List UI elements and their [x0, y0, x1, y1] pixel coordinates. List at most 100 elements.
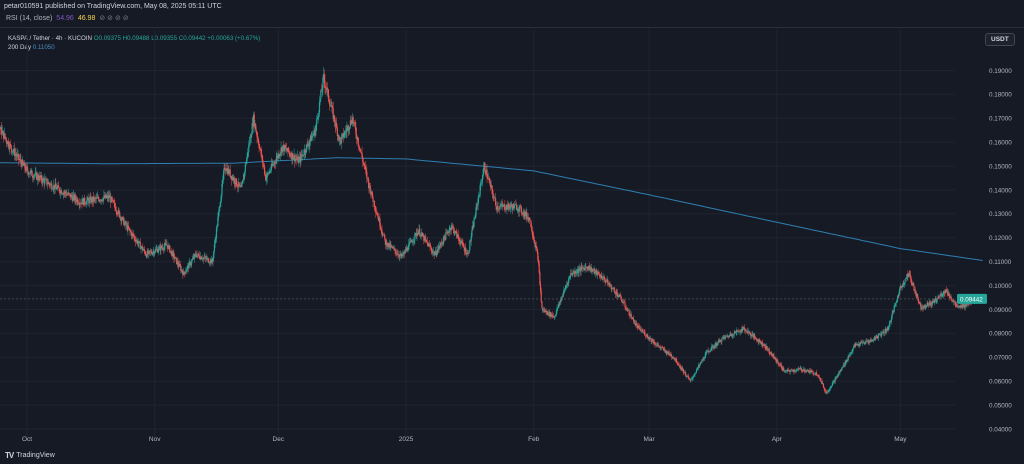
candle-body	[104, 194, 106, 198]
candle-body	[815, 372, 818, 376]
candle-body	[268, 171, 270, 174]
candle-body	[620, 298, 623, 302]
candle-body	[400, 253, 402, 257]
candle-body	[780, 365, 783, 369]
candle-body	[555, 314, 557, 316]
candle-body	[55, 187, 58, 190]
ma-label[interactable]: 200 Day	[8, 44, 32, 51]
candle-body	[933, 301, 935, 303]
candle-body	[705, 351, 707, 354]
candle-body	[289, 153, 291, 156]
candle-body	[811, 370, 813, 372]
symbol-name[interactable]: KASPA / Tether · 4h · KUCOIN	[8, 35, 93, 42]
candle-body	[75, 199, 78, 202]
candle-body	[103, 195, 106, 198]
candle-body	[353, 122, 356, 123]
candle-body	[919, 303, 921, 305]
y-tick-label: 0.06000	[989, 379, 1012, 386]
candle-body	[862, 342, 864, 344]
candle-body	[701, 359, 703, 363]
candle-body	[853, 346, 855, 347]
candle-body	[662, 347, 664, 349]
candle-body	[211, 258, 213, 264]
candle-body	[788, 369, 790, 372]
candle-body	[489, 181, 492, 187]
candle-body	[296, 158, 298, 160]
candle-body	[850, 352, 853, 353]
x-tick-label: Dec	[273, 436, 285, 443]
candle-body	[49, 183, 51, 186]
candle-body	[234, 182, 236, 185]
candle-body	[686, 376, 688, 378]
candle-body	[99, 200, 101, 202]
candle-body	[312, 134, 314, 136]
candle-body	[344, 131, 346, 136]
candle-body	[601, 278, 603, 280]
candle-body	[215, 238, 217, 241]
candle-body	[921, 307, 923, 309]
candle-body	[583, 268, 586, 271]
candle-body	[406, 247, 408, 251]
candle-body	[363, 162, 365, 166]
currency-badge[interactable]: USDT	[985, 33, 1015, 46]
candle-body	[218, 206, 220, 212]
candle-body	[360, 151, 362, 153]
candle-body	[712, 346, 715, 349]
candle-body	[449, 227, 451, 231]
candle-body	[627, 309, 629, 311]
candle-body	[816, 375, 818, 376]
candle-body	[410, 240, 413, 242]
candle-body	[222, 173, 224, 181]
candle-body	[542, 308, 544, 311]
candle-body	[820, 378, 822, 382]
candle-body	[703, 357, 705, 359]
candle-body	[669, 354, 671, 356]
candle-body	[534, 242, 536, 248]
candle-body	[296, 156, 299, 160]
candle-body	[334, 122, 336, 127]
candle-body	[688, 378, 691, 380]
candle-body	[32, 176, 34, 179]
candle-body	[808, 371, 810, 373]
candle-body	[403, 251, 405, 254]
rsi-settings-icons[interactable]: ⊘ ⊘ ⊘ ⊘	[99, 15, 129, 22]
candle-body	[132, 234, 135, 237]
candle-body	[743, 327, 746, 330]
candle-body	[94, 197, 96, 199]
candle-body	[86, 197, 89, 201]
candle-body	[564, 288, 566, 290]
candle-body	[441, 243, 443, 244]
candle-body	[304, 149, 306, 153]
candle-body	[634, 323, 636, 324]
candle-body	[226, 168, 228, 172]
candle-body	[842, 367, 844, 368]
candle-body	[198, 255, 200, 258]
candle-body	[39, 175, 41, 178]
candle-body	[912, 283, 914, 286]
candle-body	[642, 331, 644, 333]
candle-body	[755, 338, 757, 340]
candle-body	[848, 355, 851, 357]
y-tick-label: 0.13000	[989, 211, 1012, 218]
candle-body	[742, 327, 744, 328]
candle-body	[99, 200, 102, 202]
candle-body	[369, 185, 371, 194]
candle-body	[691, 378, 693, 380]
candle-body	[386, 246, 389, 247]
candle-body	[906, 273, 908, 278]
candle-body	[14, 153, 16, 157]
candle-body	[51, 188, 54, 190]
candle-body	[346, 127, 348, 132]
candle-body	[661, 346, 663, 348]
candle-body	[202, 259, 204, 260]
candle-body	[433, 251, 435, 256]
candle-body	[126, 225, 128, 231]
candle-body	[421, 232, 424, 237]
candle-body	[397, 254, 399, 255]
candle-body	[724, 336, 726, 339]
candle-body	[577, 269, 579, 273]
candle-body	[77, 203, 80, 204]
candle-body	[870, 339, 872, 342]
candle-body	[717, 340, 720, 343]
